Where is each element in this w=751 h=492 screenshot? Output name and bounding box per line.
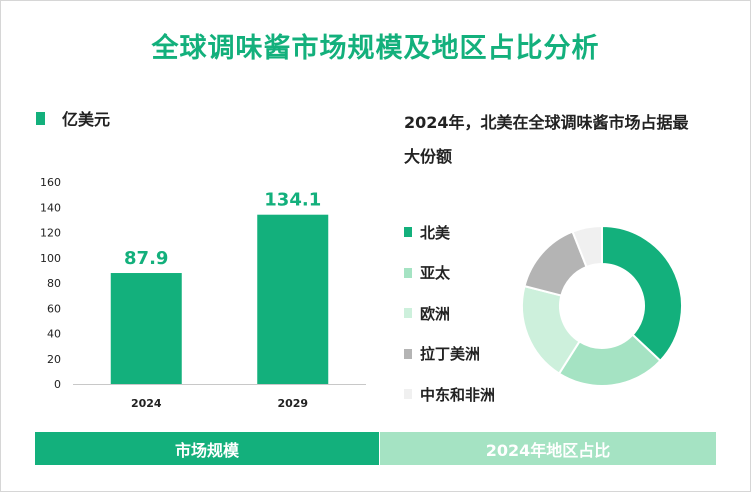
y-tick-label: 140 [40, 201, 61, 214]
legend-swatch [404, 389, 412, 400]
legend-item: 欧洲 [404, 293, 495, 334]
legend-item: 拉丁美洲 [404, 334, 495, 375]
bar-value-label: 87.9 [124, 248, 168, 269]
y-tick-label: 0 [54, 378, 61, 391]
legend-label: 拉丁美洲 [420, 345, 481, 364]
unit-swatch [36, 111, 45, 125]
legend-swatch [404, 308, 412, 319]
y-tick-label: 80 [47, 277, 61, 290]
y-tick-label: 120 [40, 227, 61, 240]
y-tick-label: 20 [47, 353, 61, 366]
y-tick-label: 40 [47, 328, 61, 341]
legend-swatch [404, 348, 412, 359]
x-tick-label: 2029 [277, 397, 308, 410]
legend-label: 亚太 [420, 264, 451, 283]
bar [110, 273, 182, 384]
y-tick-label: 60 [47, 302, 61, 315]
pie-title: 2024年，北美在全球调味酱市场占据最大份额 [404, 113, 689, 166]
legend-swatch [404, 267, 412, 278]
donut-slice [571, 224, 603, 269]
donut-slice [601, 224, 683, 363]
y-tick-label: 100 [40, 252, 61, 265]
unit-legend: 亿美元 [36, 106, 110, 130]
page-title: 全球调味酱市场规模及地区占比分析 [151, 33, 600, 64]
legend-item: 中东和非洲 [404, 374, 495, 415]
unit-label: 亿美元 [62, 110, 111, 129]
legend-label: 欧洲 [420, 304, 451, 323]
legend-swatch [404, 227, 412, 238]
x-tick-label: 2024 [131, 397, 162, 410]
pie-legend: 北美 亚太 欧洲 拉丁美洲 中东和非洲 [404, 212, 495, 415]
bar-value-label: 134.1 [264, 190, 321, 211]
legend-label: 中东和非洲 [420, 385, 496, 404]
y-tick-label: 160 [40, 176, 61, 189]
footer-market-size: 市场规模 [35, 432, 379, 465]
legend-item: 亚太 [404, 253, 495, 294]
footer-region-share: 2024年地区占比 [380, 432, 716, 465]
bar [257, 214, 329, 384]
legend-item: 北美 [404, 212, 495, 253]
legend-label: 北美 [420, 223, 451, 242]
